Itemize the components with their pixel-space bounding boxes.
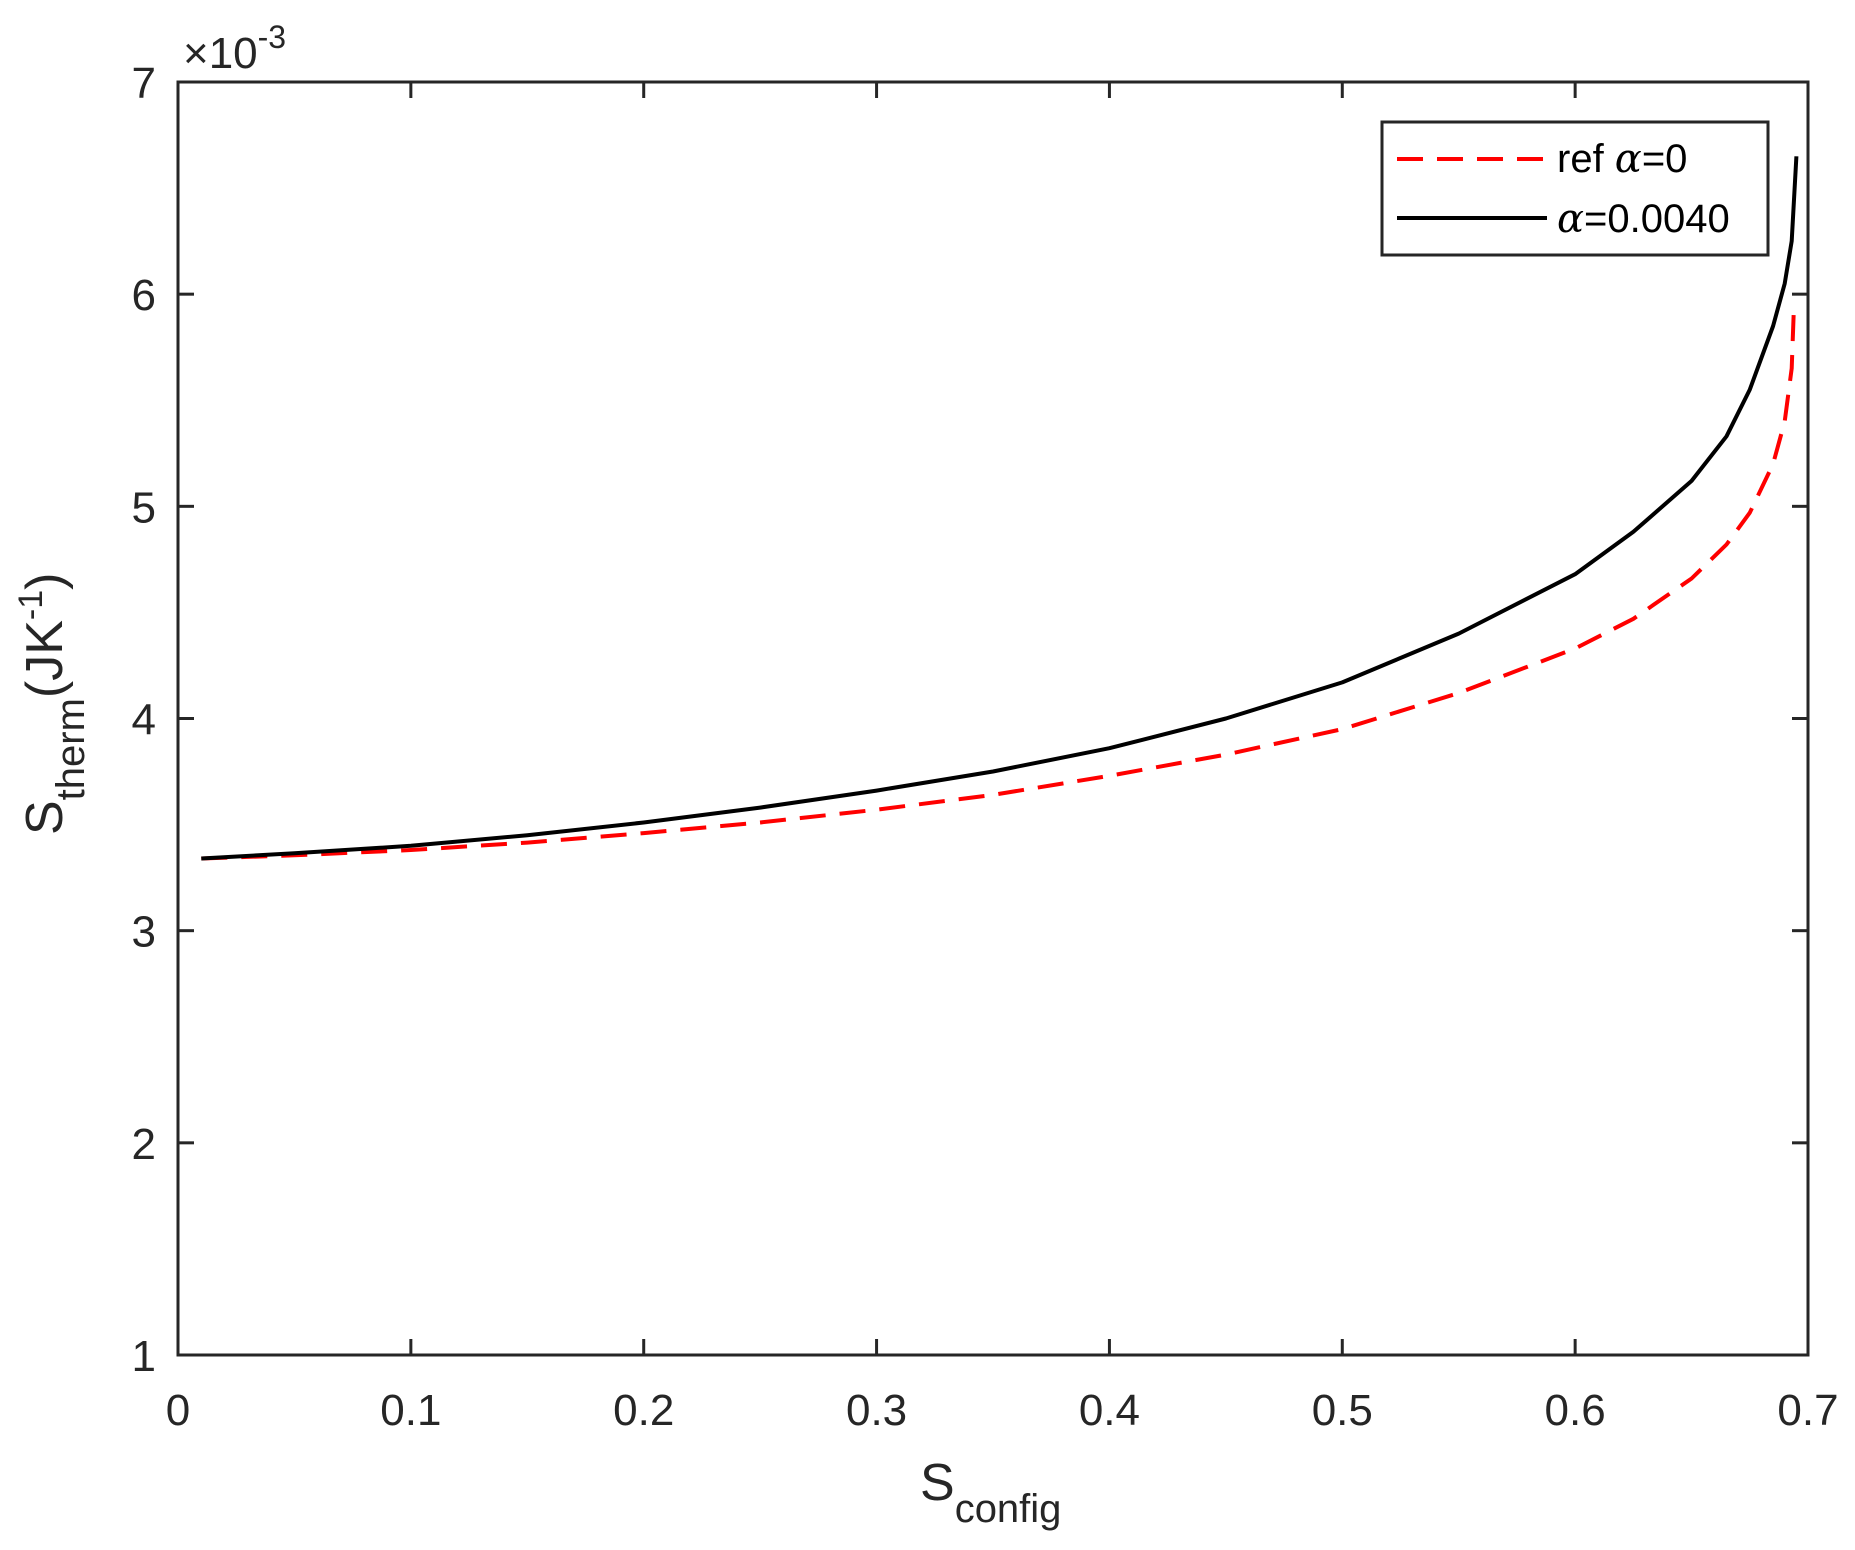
y-tick-label: 7 xyxy=(132,59,156,108)
legend-label-alpha: α=0.0040 xyxy=(1557,196,1730,242)
x-tick-label: 0.7 xyxy=(1777,1386,1838,1435)
y-tick-label: 6 xyxy=(132,271,156,320)
series-ref-alpha-0 xyxy=(201,304,1796,861)
y-tick-label: 1 xyxy=(132,1332,156,1381)
y-axis-tick-labels: 1 2 3 4 5 6 7 xyxy=(132,59,156,1381)
y-tick-label: 5 xyxy=(132,483,156,532)
x-tick-label: 0.2 xyxy=(613,1386,674,1435)
x-tick-label: 0.3 xyxy=(846,1386,907,1435)
y-tick-label: 4 xyxy=(132,696,156,745)
x-axis-title: Sconfig xyxy=(920,1454,1061,1531)
y-axis-title: Stherm(JK-1) xyxy=(12,573,93,836)
x-tick-label: 0.1 xyxy=(380,1386,441,1435)
series-layer xyxy=(201,156,1799,861)
x-axis-tick-labels: 0 0.1 0.2 0.3 0.4 0.5 0.6 0.7 xyxy=(166,1386,1839,1435)
y-tick-label: 3 xyxy=(132,908,156,957)
series-alpha-0-0040 xyxy=(201,156,1799,861)
x-tick-label: 0.6 xyxy=(1545,1386,1606,1435)
y-multiplier: ×10-3 xyxy=(183,19,286,78)
legend: ref α=0 α=0.0040 xyxy=(1380,120,1770,257)
x-tick-label: 0.5 xyxy=(1312,1386,1373,1435)
axis-ticks xyxy=(176,80,1810,1357)
x-tick-label: 0 xyxy=(166,1386,190,1435)
plot-area xyxy=(176,80,1810,1357)
x-tick-label: 0.4 xyxy=(1079,1386,1140,1435)
y-tick-label: 2 xyxy=(132,1120,156,1169)
legend-label-ref: ref α=0 xyxy=(1557,136,1687,182)
legend-box xyxy=(1380,120,1770,257)
